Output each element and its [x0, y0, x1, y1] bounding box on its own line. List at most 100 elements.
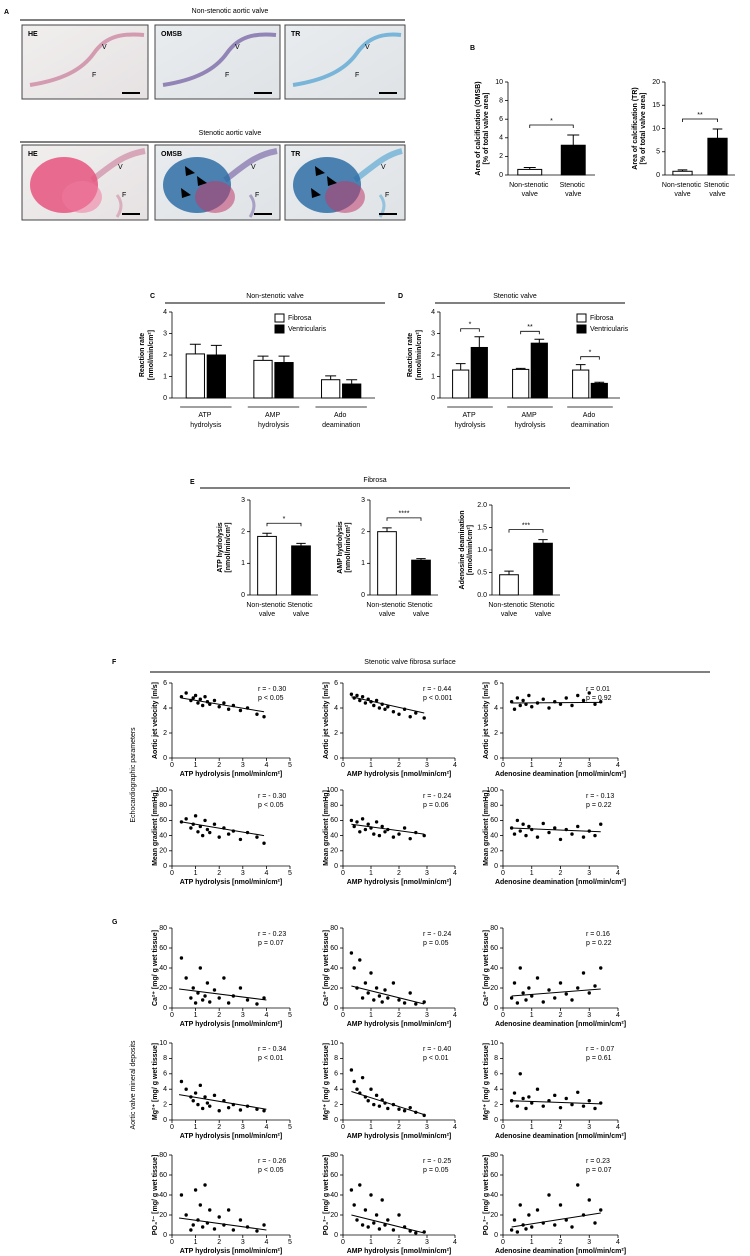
point	[262, 1223, 266, 1227]
y-label: PO₄³⁻ [mg/ g wet tissue]	[323, 1155, 330, 1236]
y-tick-label: 80	[159, 925, 167, 932]
y-tick-label: 6	[163, 680, 167, 687]
point	[518, 829, 522, 833]
y-tick-label: 0	[494, 863, 498, 870]
point	[599, 966, 603, 970]
x-tick-label: 2	[559, 870, 563, 877]
stat-annotation: p < 0.05	[258, 1167, 284, 1174]
point	[377, 994, 382, 998]
fit-line	[351, 1091, 425, 1116]
point	[377, 833, 382, 838]
point	[530, 994, 534, 998]
y-label: Ca²⁺ [mg/ g wet tissue]	[323, 930, 330, 1006]
stat-annotation: p = 0.05	[423, 1167, 449, 1174]
x-tick-label: 4	[616, 1012, 620, 1019]
point	[386, 1218, 390, 1222]
y-tick-label: 5	[656, 149, 660, 156]
error-bar	[262, 532, 272, 537]
y-tick-label: 40	[490, 1192, 498, 1199]
y-tick-label: 4	[334, 705, 338, 712]
y-tick-label: 15	[652, 102, 660, 109]
stat-annotation: r = - 0.24	[423, 793, 451, 800]
y-label: [nmol/min/cm²]	[416, 330, 423, 380]
x-tick-label: Stenotic valve	[287, 602, 314, 618]
panel-label: D	[398, 293, 403, 300]
legend-label: Ventricularis	[288, 326, 327, 333]
point	[193, 1001, 198, 1005]
point	[402, 1001, 407, 1005]
significance-label: *	[469, 322, 472, 329]
y-label: Aortic jet velocity [m/s]	[152, 682, 159, 759]
stat-annotation: r = - 0.24	[423, 931, 451, 938]
y-tick-label: 4	[431, 309, 435, 316]
point	[374, 986, 379, 990]
x-tick-label: 0	[341, 1124, 345, 1131]
point	[570, 998, 574, 1002]
point	[512, 832, 517, 836]
point	[238, 1108, 243, 1112]
fit-line	[511, 1212, 601, 1228]
y-tick-label: 20	[159, 985, 167, 992]
point	[553, 1223, 557, 1227]
x-tick-label: 3	[241, 762, 245, 769]
micrograph	[284, 24, 406, 100]
y-label: [% of total valve area]	[483, 93, 490, 165]
point	[512, 1218, 517, 1222]
point	[391, 981, 396, 985]
panel-heading: Non-stenotic aortic valve	[192, 8, 269, 15]
x-tick-label: Non-stenotic valve	[662, 182, 703, 198]
point	[515, 696, 520, 700]
y-tick-label: 4	[499, 135, 503, 142]
point	[372, 832, 376, 836]
y-tick-label: 2	[163, 1101, 167, 1108]
arrowhead	[197, 176, 207, 186]
x-tick-label: 1	[194, 1239, 198, 1246]
x-tick-label: 0	[501, 870, 505, 877]
point	[226, 832, 231, 836]
point	[587, 691, 591, 695]
significance-bracket	[580, 356, 600, 360]
y-tick-label: 6	[499, 116, 503, 123]
y-tick-label: 40	[330, 1192, 338, 1199]
point	[587, 991, 591, 995]
point	[217, 835, 221, 839]
point	[599, 822, 603, 826]
x-tick-label: 4	[264, 762, 268, 769]
stain-label: OMSB	[161, 151, 182, 158]
y-label: PO₄³⁻ [mg/ g wet tissue]	[152, 1155, 159, 1236]
significance-bracket	[529, 124, 574, 129]
point	[547, 830, 551, 835]
y-tick-label: 0	[656, 172, 660, 179]
x-tick-label: 3	[425, 1012, 429, 1019]
y-tick-label: 4	[163, 309, 167, 316]
point	[564, 992, 568, 996]
point	[518, 1072, 522, 1076]
point	[360, 817, 365, 821]
y-tick-label: 20	[330, 985, 338, 992]
point	[374, 820, 379, 824]
y-tick-label: 100	[486, 787, 498, 794]
point	[524, 833, 528, 838]
significance-label: *	[283, 516, 286, 523]
point	[363, 1208, 368, 1212]
arrowhead	[311, 188, 321, 198]
fit-line	[351, 1214, 425, 1234]
stat-annotation: p < 0.05	[258, 695, 284, 702]
stat-annotation: p = 0.92	[586, 695, 612, 702]
stat-annotation: p < 0.01	[423, 1055, 449, 1062]
x-tick-label: 0	[170, 1124, 174, 1131]
x-label: Adenosine deamination [nmol/min/cm²]	[495, 771, 626, 778]
point	[587, 1198, 591, 1202]
point	[349, 692, 354, 696]
x-label: AMP hydrolysis [nmol/min/cm²]	[347, 771, 452, 778]
point	[217, 1215, 221, 1219]
point	[184, 1087, 188, 1091]
stat-annotation: r = - 0.44	[423, 686, 451, 693]
y-tick-label: 20	[330, 1212, 338, 1219]
x-tick-label: 5	[288, 1012, 292, 1019]
x-label: ATP hydrolysis [nmol/min/cm²]	[180, 1021, 282, 1028]
y-label: [nmol/min/cm²]	[148, 330, 155, 380]
point	[349, 951, 354, 955]
error-bar	[534, 338, 545, 344]
stat-annotation: p = 0.05	[423, 940, 449, 947]
